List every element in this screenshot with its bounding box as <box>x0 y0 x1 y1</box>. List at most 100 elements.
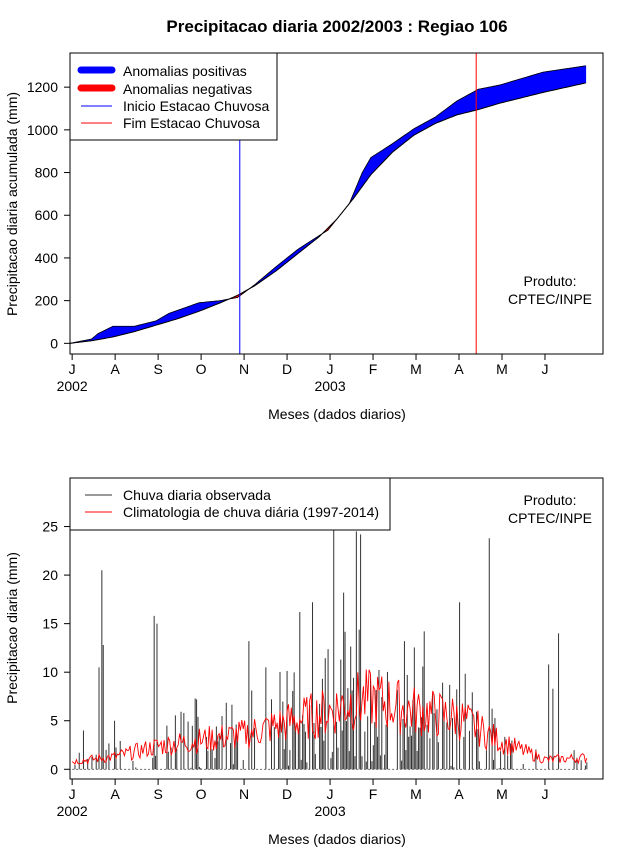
bottom-y-tick-label: 20 <box>42 567 58 583</box>
top-x-tick-label: D <box>282 361 292 377</box>
bottom-x-axis-label: Meses (dados diarios) <box>268 831 406 847</box>
anomaly-positive-segment <box>488 86 492 107</box>
anomaly-positive-segment <box>123 325 127 335</box>
anomaly-positive-segment <box>179 308 183 319</box>
anomaly-positive-segment <box>447 105 451 119</box>
top-credit-line1: Produto: <box>524 273 577 289</box>
anomaly-positive-segment <box>170 311 174 322</box>
anomaly-positive-segment <box>370 155 374 176</box>
anomaly-positive-segment <box>499 83 503 104</box>
anomaly-positive-segment <box>493 85 496 106</box>
anomaly-positive-segment <box>581 65 584 85</box>
anomaly-positive-segment <box>486 86 490 108</box>
bottom-legend-box <box>69 477 391 531</box>
anomaly-positive-segment <box>495 85 498 105</box>
anomaly-positive-segment <box>192 303 195 314</box>
anomaly-positive-segment <box>460 97 464 115</box>
legend-label-observed: Chuva diaria observada <box>123 487 271 503</box>
anomaly-positive-segment <box>469 92 473 113</box>
anomaly-positive-segment <box>467 93 471 113</box>
top-credit-line2: CPTEC/INPE <box>508 291 592 307</box>
anomaly-positive-segment <box>572 67 576 87</box>
top-y-tick-label: 200 <box>35 293 59 309</box>
anomaly-positive-segment <box>505 82 509 102</box>
anomaly-positive-segment <box>125 325 129 335</box>
top-y-tick-label: 1000 <box>27 122 58 138</box>
legend-label-climatology: Climatologia de chuva diária (1997-2014) <box>123 504 379 520</box>
anomaly-positive-segment <box>471 91 475 112</box>
anomaly-positive-segment <box>462 95 466 114</box>
anomaly-positive-segment <box>465 94 468 114</box>
anomaly-positive-segment <box>523 76 526 98</box>
top-x-tick-label: F <box>369 361 378 377</box>
anomaly-positive-segment <box>456 99 460 116</box>
anomaly-positive-segment <box>121 325 125 336</box>
bottom-legend: Chuva diaria observada Climatologia de c… <box>69 477 391 531</box>
top-x-tick-label: A <box>454 361 464 377</box>
top-y-tick-label: 800 <box>35 165 59 181</box>
anomaly-positive-segment <box>181 307 185 318</box>
anomaly-band <box>70 65 587 344</box>
top-x-axis-label: Meses (dados diarios) <box>268 406 406 422</box>
anomaly-positive-segment <box>540 71 544 94</box>
top-plot-frame <box>69 52 604 355</box>
anomaly-positive-segment <box>503 82 507 103</box>
bottom-x-tick-label: S <box>153 786 162 802</box>
anomaly-positive-segment <box>196 302 200 313</box>
anomaly-positive-segment <box>570 67 574 87</box>
anomaly-positive-segment <box>478 88 481 110</box>
anomaly-positive-segment <box>454 100 458 117</box>
anomaly-positive-segment <box>194 303 198 314</box>
bottom-x-tick-label: J <box>69 786 76 802</box>
top-y-tick-label: 400 <box>35 250 59 266</box>
bottom-y-tick-label: 15 <box>42 616 58 632</box>
top-legend: Anomalias positivas Anomalias negativas … <box>69 52 278 141</box>
anomaly-positive-segment <box>518 78 522 99</box>
anomaly-positive-segment <box>116 325 120 337</box>
legend-label-end: Fim Estacao Chuvosa <box>123 115 260 131</box>
anomaly-positive-segment <box>508 81 511 102</box>
bottom-credit-line2: CPTEC/INPE <box>508 510 592 526</box>
anomaly-positive-segment <box>175 309 178 320</box>
top-chart: Precipitacao diaria 2002/2003 : Regiao 1… <box>4 17 604 422</box>
anomaly-positive-segment <box>529 75 533 97</box>
anomaly-positive-segment <box>561 68 565 89</box>
anomaly-positive-segment <box>112 325 116 338</box>
anomaly-positive-segment <box>108 326 112 339</box>
anomaly-positive-segment <box>497 84 501 105</box>
bottom-x-tick-label: A <box>454 786 464 802</box>
anomaly-positive-segment <box>490 85 494 107</box>
bottom-y-axis: 0 5 10 15 20 25 <box>42 519 70 777</box>
top-x-tick-label: M <box>496 361 508 377</box>
top-x-tick-label: A <box>110 361 120 377</box>
anomaly-positive-segment <box>106 327 109 339</box>
climatology-line <box>71 669 588 765</box>
daily-bars <box>74 511 588 770</box>
anomaly-positive-segment <box>536 73 539 95</box>
bottom-y-tick-label: 10 <box>42 664 58 680</box>
anomaly-positive-segment <box>127 325 131 334</box>
anomaly-positive-segment <box>583 65 587 84</box>
anomaly-positive-segment <box>110 325 114 338</box>
anomaly-positive-segment <box>452 102 456 118</box>
bottom-year-label: 2003 <box>314 803 345 819</box>
anomaly-positive-segment <box>168 312 172 322</box>
top-y-axis: 0 200 400 600 800 1000 1200 <box>27 79 70 351</box>
anomaly-positive-segment <box>574 66 578 86</box>
climatology-cumulative-line <box>70 82 586 344</box>
anomaly-positive-segment <box>114 325 118 337</box>
top-y-tick-label: 600 <box>35 207 59 223</box>
top-y-tick-label: 0 <box>50 335 58 351</box>
anomaly-positive-segment <box>544 71 548 93</box>
bottom-x-tick-label: M <box>496 786 508 802</box>
legend-label-positive: Anomalias positivas <box>123 63 247 79</box>
bottom-x-tick-label: J <box>327 786 334 802</box>
anomaly-positive-segment <box>372 154 376 174</box>
top-y-axis-label: Precipitacao diaria acumulada (mm) <box>4 92 20 316</box>
legend-label-negative: Anomalias negativas <box>123 81 252 97</box>
anomaly-positive-segment <box>579 66 582 85</box>
anomaly-positive-segment <box>516 78 520 100</box>
